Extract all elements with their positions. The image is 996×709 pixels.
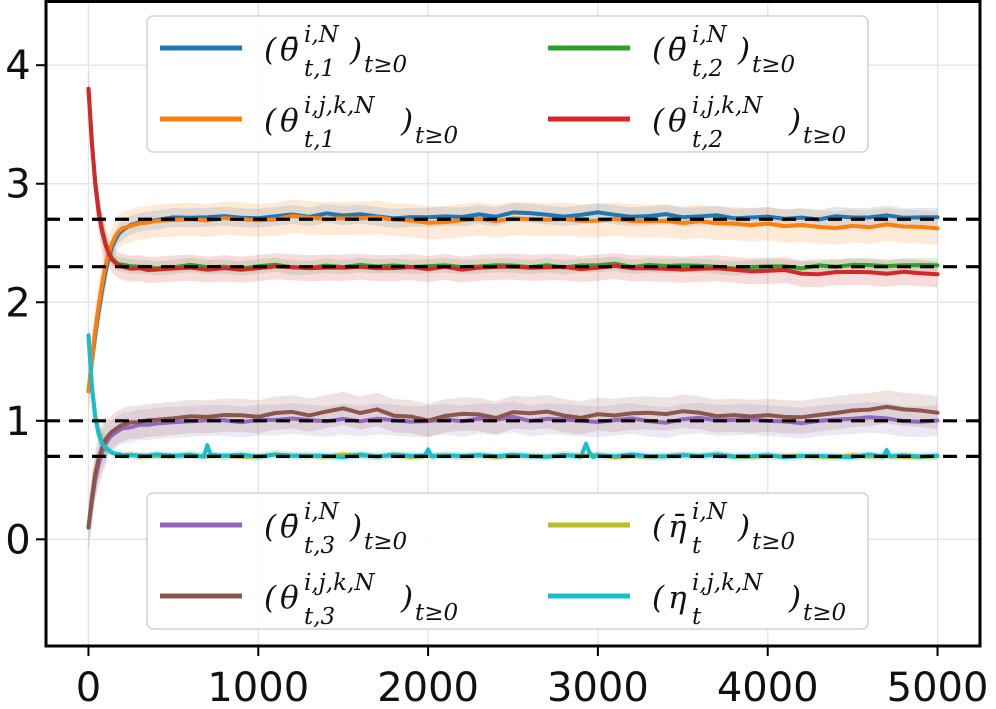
legend-subscript-tail: t≥0: [803, 600, 846, 626]
legend-subscript-tail: t≥0: [803, 123, 846, 149]
legend-label-fragment: (: [264, 103, 277, 139]
legend-superscript: i,N: [692, 499, 728, 525]
top-legend: (θ̄ i,Nt,1) t≥0(θ̄ i,Nt,2) t≥0(θ i,j,k,Nt,1) t…: [146, 15, 869, 153]
x-tick-label-3000: 3000: [547, 665, 649, 709]
legend-item-1-1: (θ̄ i,N t,1) t≥0: [160, 22, 407, 82]
top-legend-box: [146, 15, 869, 153]
legend-label-fragment: (: [652, 509, 665, 545]
legend-label-fragment: θ: [280, 580, 299, 616]
legend-subscript: t,2: [692, 127, 723, 153]
bottom-legend: (θ̄ i,Nt,3) t≥0(η̄ i,Nt) t≥0(θ i,j,k,Nt,3) t≥0…: [146, 492, 869, 630]
legend-subscript: t,3: [304, 533, 335, 559]
legend-subscript-tail: t≥0: [364, 529, 407, 555]
legend-label-fragment: (: [264, 580, 277, 616]
legend-subscript-tail: t≥0: [415, 123, 458, 149]
band-1: [88, 202, 938, 408]
legend-superscript: i,j,k,N: [304, 570, 375, 596]
axes: 0 1000 2000 3000 4000 5000 0 1 2 3 4: [5, 43, 988, 709]
legend-item-1-2: (θ̄ i,N t,2) t≥0: [548, 22, 795, 82]
x-tick-label-1000: 1000: [207, 665, 309, 709]
legend-label-fragment: θ̄: [668, 32, 687, 68]
legend-label-fragment: (: [652, 32, 665, 68]
x-tick-label-2000: 2000: [377, 665, 479, 709]
legend-subscript-tail: t≥0: [415, 600, 458, 626]
legend-item-2-2: (η̄ i,N t) t≥0: [548, 499, 795, 559]
legend-label-fragment: (: [264, 32, 277, 68]
x-tick-label-5000: 5000: [887, 665, 989, 709]
legend-item-1-3: (θ i,j,k,N t,1) t≥0: [160, 93, 458, 153]
y-tick-label-4: 4: [5, 43, 30, 89]
legend-label-fragment: θ̄: [280, 32, 299, 68]
x-tick-label-4000: 4000: [717, 665, 819, 709]
legend-item-1-4: (θ i,j,k,N t,2) t≥0: [548, 93, 846, 153]
series-line-7: [86, 404, 940, 530]
legend-label-fragment: η: [668, 580, 687, 616]
legend-subscript: t: [692, 604, 702, 630]
legend-label-fragment: θ: [668, 103, 687, 139]
x-tick-label-0: 0: [76, 665, 101, 709]
legend-item-2-1: (θ̄ i,N t,3) t≥0: [160, 499, 407, 559]
legend-superscript: i,j,k,N: [692, 93, 763, 119]
legend-subscript: t,1: [304, 127, 335, 153]
legend-label-fragment: ): [788, 103, 801, 139]
legend-label-fragment: θ: [280, 103, 299, 139]
legend-label-fragment: ): [349, 509, 362, 545]
bottom-legend-box: [146, 492, 869, 630]
y-tick-label-3: 3: [5, 162, 30, 208]
legend-label-fragment: (: [652, 580, 665, 616]
legend-layer: (θ̄ i,Nt,1) t≥0(θ̄ i,Nt,2) t≥0(θ i,j,k,Nt,1) t…: [146, 15, 869, 630]
legend-label-fragment: ): [788, 580, 801, 616]
legend-superscript: i,j,k,N: [692, 570, 763, 596]
legend-item-2-4: (η i,j,k,N t) t≥0: [548, 570, 846, 630]
legend-superscript: i,N: [304, 22, 340, 48]
legend-subscript-tail: t≥0: [752, 529, 795, 555]
band-5: [88, 401, 938, 550]
reference-lines: [46, 217, 980, 458]
legend-label-fragment: ): [400, 580, 413, 616]
series-line-3: [86, 214, 940, 394]
y-tick-label-0: 0: [5, 517, 30, 563]
y-tick-label-2: 2: [5, 280, 30, 326]
legend-label-fragment: (: [652, 103, 665, 139]
legend-item-2-3: (θ i,j,k,N t,3) t≥0: [160, 570, 458, 630]
band-7: [88, 390, 938, 552]
legend-label-fragment: ): [737, 509, 750, 545]
legend-subscript: t,1: [304, 56, 335, 82]
legend-label-fragment: (: [264, 509, 277, 545]
legend-label-fragment: ): [737, 32, 750, 68]
legend-label-fragment: ): [349, 32, 362, 68]
y-tick-label-1: 1: [5, 399, 30, 445]
legend-superscript: i,N: [692, 22, 728, 48]
legend-subscript: t,3: [304, 604, 335, 630]
legend-subscript-tail: t≥0: [364, 52, 407, 78]
plot-frame: [44, 0, 982, 648]
legend-label-fragment: η̄: [668, 509, 687, 545]
legend-superscript: i,N: [304, 499, 340, 525]
legend-subscript: t,2: [692, 56, 723, 82]
legend-subscript: t: [692, 533, 702, 559]
legend-label-fragment: θ̄: [280, 509, 299, 545]
legend-superscript: i,j,k,N: [304, 93, 375, 119]
legend-label-fragment: ): [400, 103, 413, 139]
legend-subscript-tail: t≥0: [752, 52, 795, 78]
